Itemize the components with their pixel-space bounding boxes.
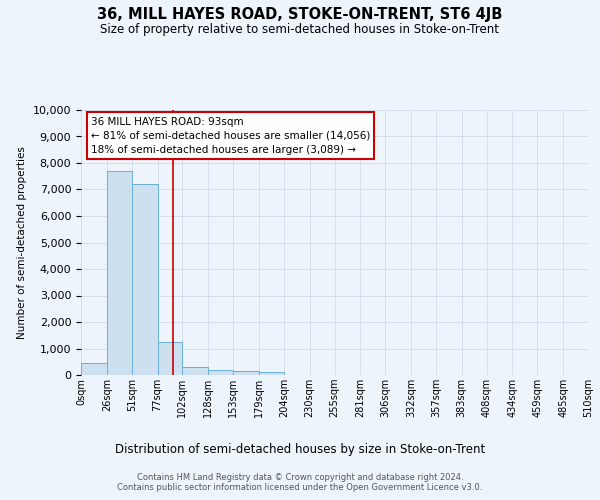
Text: 36 MILL HAYES ROAD: 93sqm
← 81% of semi-detached houses are smaller (14,056)
18%: 36 MILL HAYES ROAD: 93sqm ← 81% of semi-… (91, 116, 370, 154)
Bar (107, 171, 132, 375)
Text: 36, MILL HAYES ROAD, STOKE-ON-TRENT, ST6 4JB: 36, MILL HAYES ROAD, STOKE-ON-TRENT, ST6… (97, 8, 503, 22)
Bar (208, 370, 233, 375)
Text: Distribution of semi-detached houses by size in Stoke-on-Trent: Distribution of semi-detached houses by … (115, 442, 485, 456)
Bar (132, 184, 158, 375)
Bar (259, 372, 284, 375)
Text: Size of property relative to semi-detached houses in Stoke-on-Trent: Size of property relative to semi-detach… (101, 22, 499, 36)
Y-axis label: Number of semi-detached properties: Number of semi-detached properties (17, 146, 27, 339)
Bar (81, 363, 107, 375)
Text: Contains HM Land Registry data © Crown copyright and database right 2024.
Contai: Contains HM Land Registry data © Crown c… (118, 473, 482, 492)
Bar (158, 342, 182, 375)
Bar (182, 367, 208, 375)
Bar (233, 372, 259, 375)
